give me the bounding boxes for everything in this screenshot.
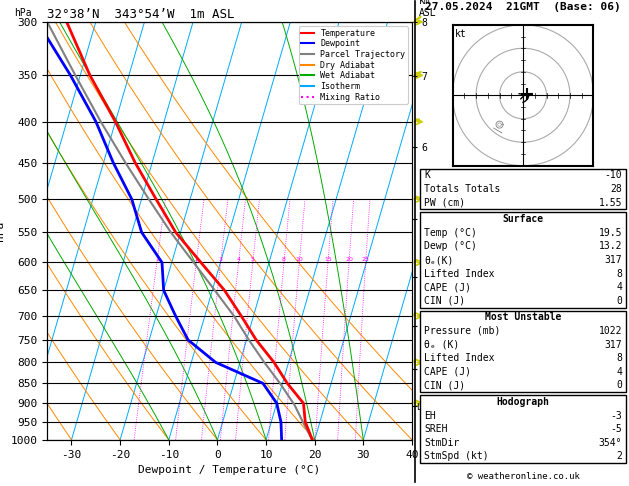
Y-axis label: hPa: hPa (0, 221, 5, 241)
Text: SREH: SREH (424, 424, 447, 434)
Text: 19.5: 19.5 (599, 228, 622, 238)
Text: Temp (°C): Temp (°C) (424, 228, 477, 238)
Text: Dewp (°C): Dewp (°C) (424, 242, 477, 251)
Text: 0: 0 (616, 381, 622, 390)
Text: © weatheronline.co.uk: © weatheronline.co.uk (467, 472, 579, 481)
Text: 0: 0 (616, 296, 622, 306)
Text: Hodograph: Hodograph (496, 397, 550, 407)
Text: 5: 5 (251, 258, 255, 262)
Text: LCL: LCL (416, 403, 431, 413)
Text: km
ASL: km ASL (420, 0, 437, 17)
Text: Totals Totals: Totals Totals (424, 184, 500, 194)
Text: 317: 317 (604, 255, 622, 265)
Text: Most Unstable: Most Unstable (485, 312, 561, 322)
Text: Surface: Surface (503, 214, 543, 224)
Text: Lifted Index: Lifted Index (424, 353, 494, 363)
Text: 1: 1 (155, 258, 159, 262)
Text: 20: 20 (345, 258, 353, 262)
Text: 15: 15 (324, 258, 332, 262)
Text: 8: 8 (616, 269, 622, 278)
Text: 13.2: 13.2 (599, 242, 622, 251)
Text: 2: 2 (616, 451, 622, 461)
Text: 25: 25 (362, 258, 370, 262)
Text: -3: -3 (610, 411, 622, 420)
Legend: Temperature, Dewpoint, Parcel Trajectory, Dry Adiabat, Wet Adiabat, Isotherm, Mi: Temperature, Dewpoint, Parcel Trajectory… (299, 26, 408, 104)
Text: 4: 4 (616, 367, 622, 377)
Text: 8: 8 (616, 353, 622, 363)
Text: θₑ (K): θₑ (K) (424, 340, 459, 349)
Text: CAPE (J): CAPE (J) (424, 282, 471, 292)
Text: 32°38’N  343°54’W  1m ASL: 32°38’N 343°54’W 1m ASL (47, 8, 235, 21)
Text: 4: 4 (616, 282, 622, 292)
X-axis label: Dewpoint / Temperature (°C): Dewpoint / Temperature (°C) (138, 465, 321, 475)
Text: Pressure (mb): Pressure (mb) (424, 326, 500, 336)
Text: StmSpd (kt): StmSpd (kt) (424, 451, 489, 461)
Text: 4: 4 (237, 258, 240, 262)
Text: hPa: hPa (14, 8, 32, 17)
Text: kt: kt (455, 29, 467, 39)
Text: -5: -5 (610, 424, 622, 434)
Text: 2: 2 (194, 258, 198, 262)
Text: 317: 317 (604, 340, 622, 349)
Text: 28: 28 (610, 184, 622, 194)
Text: StmDir: StmDir (424, 438, 459, 448)
Text: EH: EH (424, 411, 436, 420)
Text: -10: -10 (604, 171, 622, 180)
Text: 354°: 354° (599, 438, 622, 448)
Text: 3: 3 (219, 258, 223, 262)
Text: 1022: 1022 (599, 326, 622, 336)
Text: 10: 10 (296, 258, 303, 262)
Text: 8: 8 (282, 258, 286, 262)
Text: 1.55: 1.55 (599, 198, 622, 208)
Text: K: K (424, 171, 430, 180)
Text: θₑ(K): θₑ(K) (424, 255, 454, 265)
Text: CIN (J): CIN (J) (424, 296, 465, 306)
Text: CAPE (J): CAPE (J) (424, 367, 471, 377)
Text: 27.05.2024  21GMT  (Base: 06): 27.05.2024 21GMT (Base: 06) (425, 2, 621, 13)
Text: CIN (J): CIN (J) (424, 381, 465, 390)
Text: Lifted Index: Lifted Index (424, 269, 494, 278)
Text: PW (cm): PW (cm) (424, 198, 465, 208)
